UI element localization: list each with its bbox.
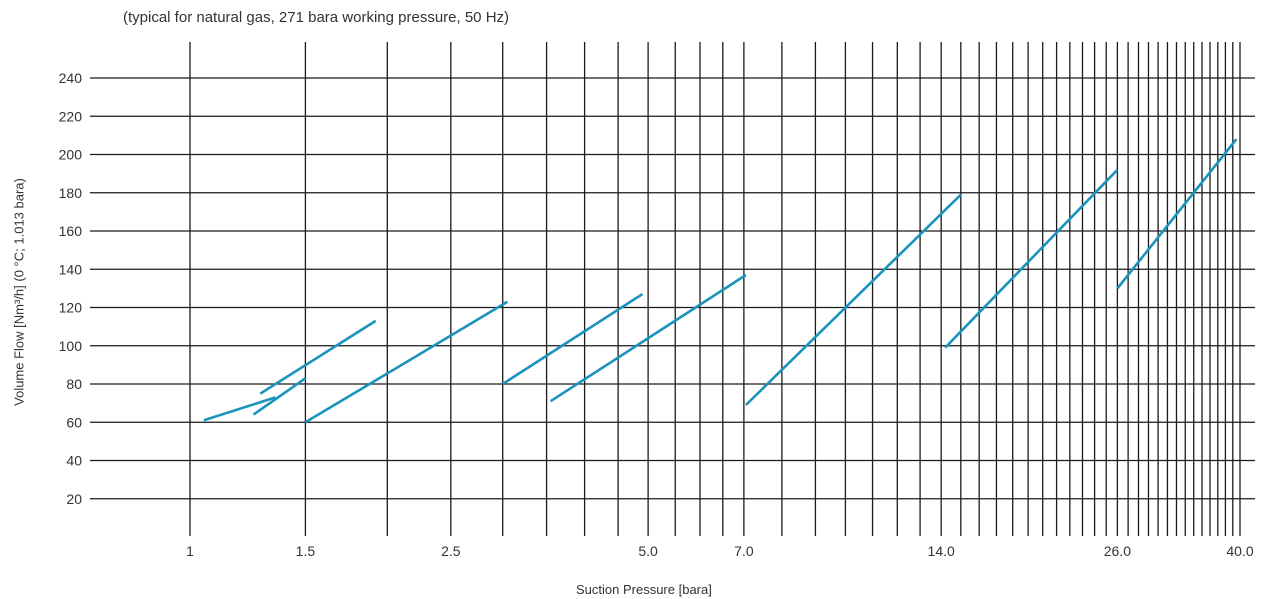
x-tick-label: 2.5 [441,543,461,559]
y-tick-label: 120 [59,300,83,316]
y-tick-label: 160 [59,223,83,239]
chart-subtitle: (typical for natural gas, 271 bara worki… [123,9,510,26]
series-line [549,273,747,403]
y-tick-label: 80 [66,376,82,392]
x-tick-label: 7.0 [734,543,754,559]
x-axis-title: Suction Pressure [bara] [576,582,712,597]
x-tick-label: 14.0 [928,543,955,559]
series-line [304,300,509,424]
y-tick-label: 220 [59,108,83,124]
series-line [252,377,307,416]
x-tick-label: 26.0 [1104,543,1131,559]
series-line [744,193,962,406]
series-line [259,319,377,395]
x-tick-label: 5.0 [638,543,658,559]
y-tick-label: 100 [59,338,83,354]
y-tick-label: 240 [59,70,83,86]
series-line [1116,138,1238,290]
y-tick-label: 40 [66,453,82,469]
y-axis-title: Volume Flow [Nm³/h] (0 °C; 1.013 bara) [11,178,27,406]
x-tick-label: 1.5 [296,543,316,559]
series-line [944,168,1119,349]
x-tick-label: 1 [186,543,194,559]
x-tick-label: 40.0 [1226,543,1253,559]
series-line [501,293,644,386]
y-tick-label: 180 [59,185,83,201]
y-tick-label: 140 [59,261,83,277]
y-tick-label: 20 [66,491,82,507]
y-tick-label: 60 [66,414,82,430]
series-line [203,396,276,422]
y-tick-label: 200 [59,147,83,163]
